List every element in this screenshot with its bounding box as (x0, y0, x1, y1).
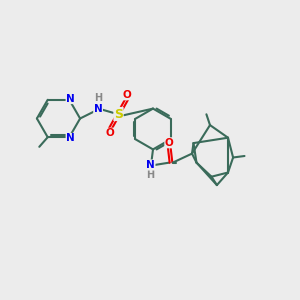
Text: O: O (106, 128, 115, 138)
Text: H: H (146, 169, 154, 180)
Text: O: O (165, 138, 174, 148)
Text: N: N (66, 134, 75, 143)
Text: N: N (146, 160, 155, 170)
Text: N: N (94, 104, 103, 115)
Text: N: N (66, 94, 75, 103)
Text: H: H (94, 93, 103, 103)
Text: S: S (114, 107, 123, 121)
Text: O: O (122, 90, 131, 100)
